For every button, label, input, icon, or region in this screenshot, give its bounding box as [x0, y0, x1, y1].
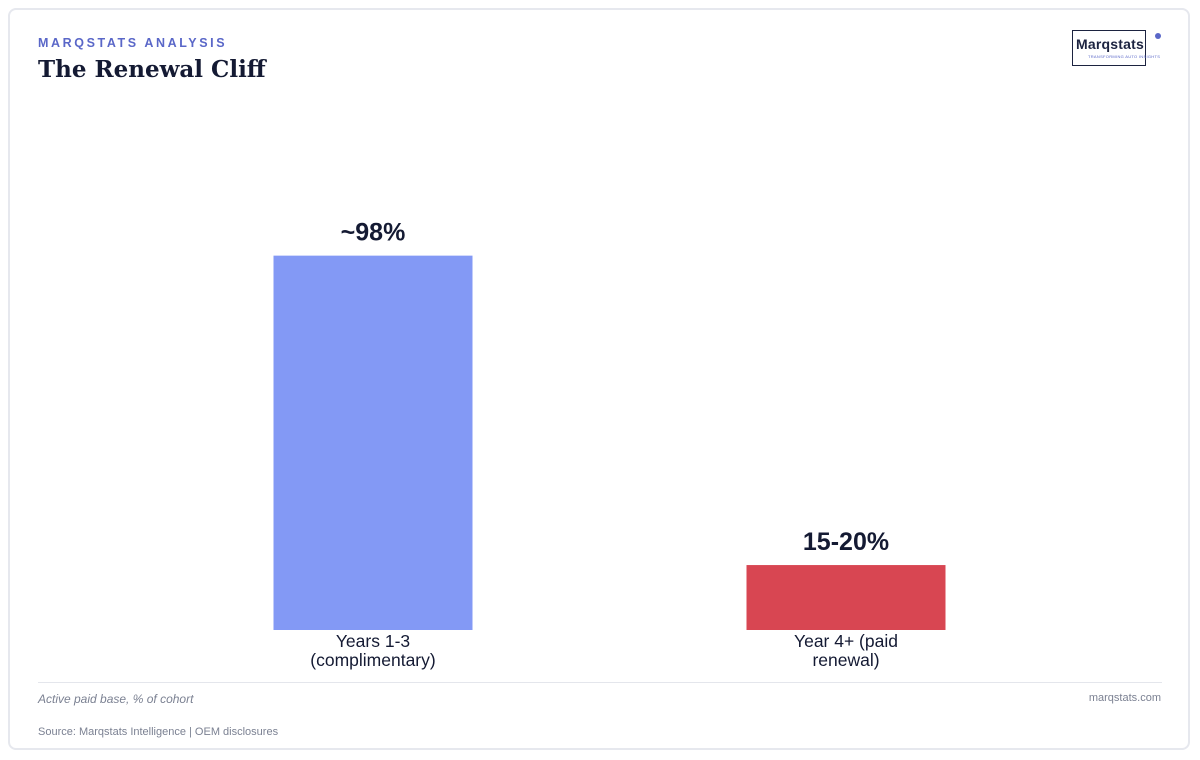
site-link[interactable]: marqstats.com [1088, 692, 1161, 704]
category-label-1-line-1: Years 1-3 [336, 631, 410, 651]
bar-chart: ~98% Years 1-3(complimentary) 15-20% Year 4… [273, 219, 946, 670]
category-label-2-line-2: renewal) [812, 650, 879, 670]
logo-wordmark: Marqstats [1076, 36, 1144, 52]
eyebrow-label: MARQSTATS ANALYSIS [38, 36, 228, 50]
value-label-1: ~98% [341, 219, 406, 247]
footer-divider [38, 682, 1162, 683]
chart-caption: Active paid base, % of cohort [38, 692, 194, 706]
source-note: Source: Marqstats Intelligence | OEM dis… [38, 726, 279, 738]
bar-1 [273, 255, 473, 630]
value-label-2: 15-20% [803, 528, 889, 556]
chart-card [8, 8, 1190, 750]
logo-dot-icon [1155, 33, 1161, 39]
page-title: The Renewal Cliff [38, 56, 266, 83]
category-label-2-line-1: Year 4+ (paid [794, 631, 898, 651]
brand-logo [1072, 30, 1146, 66]
bar-2 [746, 565, 946, 630]
category-label-1-line-2: (complimentary) [310, 650, 435, 670]
logo-tagline: TRANSFORMING AUTO INSIGHTS [1088, 54, 1161, 59]
